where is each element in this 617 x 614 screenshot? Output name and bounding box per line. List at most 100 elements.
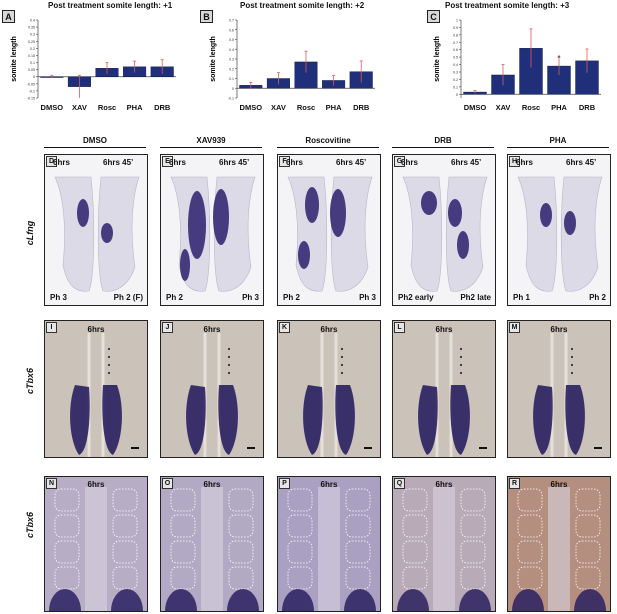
y-tick-label: -0.05 — [27, 82, 35, 86]
ctbx6-closeup-image — [393, 477, 495, 611]
somite-marker — [227, 363, 231, 367]
neural-tube — [201, 487, 223, 611]
clfng-stain — [298, 241, 310, 269]
psm-stain — [282, 589, 314, 611]
somite-outline — [54, 566, 80, 590]
somite-outline — [575, 540, 601, 564]
somite-outline — [517, 514, 543, 538]
y-tick-label: 1 — [456, 19, 458, 23]
bar-chart-c: 0 0.1 0.2 0.3 0.4 0.5 0.6 0.7 0.8 0.9 1 somite leng… — [413, 12, 613, 132]
column-header-roscovitine: Roscovitine — [305, 136, 351, 145]
embryo-background — [161, 321, 263, 457]
scale-bar — [364, 447, 372, 449]
ctbx6-embryo-image — [278, 321, 380, 457]
psm-stain — [49, 589, 81, 611]
y-tick-label: 0.7 — [453, 41, 458, 45]
time-label-left: 6hrs — [516, 158, 533, 167]
panel-label: F — [279, 156, 290, 167]
time-label-right: 6hrs 45’ — [103, 158, 134, 167]
somite-outline — [575, 514, 601, 538]
somite-outline — [170, 540, 196, 564]
y-tick-label: 0.2 — [30, 47, 35, 51]
left-psm-stain — [303, 385, 323, 455]
ctbx6-closeup-image — [278, 477, 380, 611]
y-tick-label: -0.1 — [29, 89, 35, 93]
chart-title-c: Post treatment somite length: +3 — [445, 1, 570, 10]
phase-label-left: Ph 2 — [166, 293, 183, 302]
phase-label-right: Ph 3 — [242, 293, 259, 302]
somite-outline — [345, 566, 371, 590]
psm-stain — [227, 589, 259, 611]
neural-tube — [85, 487, 107, 611]
time-label: 6hrs — [87, 480, 105, 489]
y-tick-label: 0.4 — [229, 48, 234, 52]
somite-outline — [228, 514, 254, 538]
somite-outline — [287, 488, 313, 512]
x-tick-label: DMSO — [240, 103, 263, 112]
y-tick-label: 0.1 — [229, 77, 234, 81]
phase-label-left: Ph 3 — [50, 293, 67, 302]
y-axis-label: somite length — [434, 36, 441, 82]
x-tick-label: XAV — [496, 103, 511, 112]
right-explant — [560, 176, 603, 292]
time-label-left: 6hrs — [401, 158, 418, 167]
clfng-panel: D 6hrs 6hrs 45’ Ph 3 Ph 2 (F) — [44, 154, 148, 306]
left-psm-stain — [533, 385, 553, 455]
x-tick-label: DRB — [579, 103, 596, 112]
time-label-right: 6hrs 45’ — [219, 158, 250, 167]
clfng-panel: E 6hrs 6hrs 45’ Ph 2 Ph 3 — [160, 154, 264, 306]
panel-label: H — [509, 156, 520, 167]
phase-label-left: Ph2 early — [398, 293, 434, 302]
somite-marker — [570, 363, 574, 367]
x-tick-label: XAV — [271, 103, 286, 112]
right-psm-stain — [565, 385, 585, 455]
row-label-ctbx6-closeup: cTbx6 — [25, 512, 35, 539]
somite-outline — [170, 566, 196, 590]
ctbx6-closeup-image — [161, 477, 263, 611]
psm-stain — [344, 589, 376, 611]
y-tick-label: 0.7 — [229, 19, 234, 23]
time-label-right: 6hrs 45’ — [451, 158, 482, 167]
phase-label-right: Ph 2 — [589, 293, 606, 302]
x-tick-label: PHA — [127, 103, 143, 112]
column-underline — [160, 147, 262, 148]
panel-label-a: A — [2, 10, 15, 23]
ctbx6-embryo-image — [161, 321, 263, 457]
somite-outline — [460, 488, 486, 512]
neural-tube — [548, 487, 570, 611]
y-tick-label: 0 — [33, 75, 35, 79]
clfng-stain — [213, 189, 229, 245]
phase-label-right: Ph 3 — [359, 293, 376, 302]
chart-title-a: Post treatment somite length: +1 — [48, 1, 173, 10]
y-tick-label: 0.6 — [453, 48, 458, 52]
y-tick-label: 0.4 — [453, 63, 458, 67]
somite-outline — [287, 540, 313, 564]
left-explant — [54, 176, 95, 292]
ctbx6-embryo-image — [393, 321, 495, 457]
time-label: 6hrs — [320, 480, 338, 489]
ctbx6-embryo-panel: L 6hrs — [392, 320, 496, 458]
somite-outline — [345, 488, 371, 512]
phase-label-right: Ph 2 (F) — [113, 293, 143, 302]
scale-bar — [131, 447, 139, 449]
somite-outline — [228, 566, 254, 590]
somite-outline — [170, 488, 196, 512]
somite-outline — [402, 566, 428, 590]
ctbx6-closeup-panel: O 6hrs — [160, 476, 264, 612]
bar-chart-a: -0.15 -0.1 -0.05 0 0.05 0.1 0.15 0.2 0.25 0.3 0.35… — [0, 12, 185, 132]
x-tick-label: PHA — [326, 103, 342, 112]
y-tick-label: 0.9 — [453, 26, 458, 30]
column-header-drb: DRB — [434, 136, 452, 145]
somite-marker — [340, 355, 344, 359]
embryo-background — [508, 321, 610, 457]
somite-outline — [575, 566, 601, 590]
somite-marker — [227, 347, 231, 351]
column-underline — [392, 147, 494, 148]
panel-label-b: B — [200, 10, 213, 23]
clfng-explant-image — [54, 176, 140, 292]
time-label: 6hrs — [320, 325, 338, 334]
y-tick-label: 0.4 — [30, 19, 35, 23]
clfng-stain — [188, 191, 206, 259]
panel-label: M — [509, 322, 520, 333]
time-label: 6hrs — [550, 325, 568, 334]
